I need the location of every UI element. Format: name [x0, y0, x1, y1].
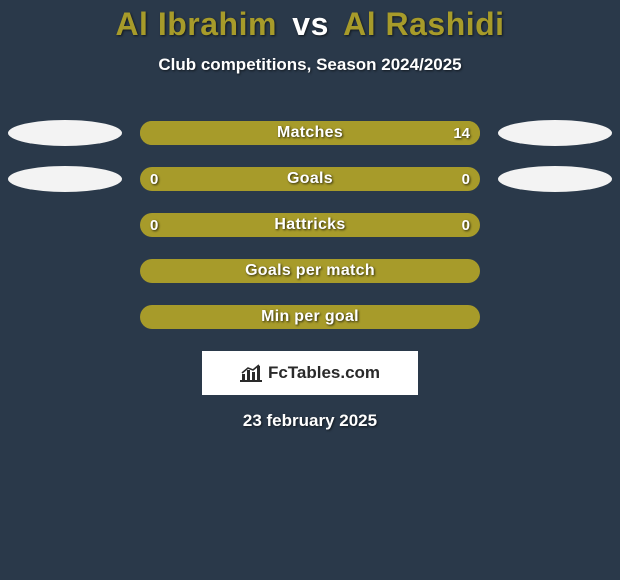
- ellipse-placeholder: [8, 212, 122, 238]
- title: Al Ibrahim vs Al Rashidi: [0, 6, 620, 43]
- player2-name: Al Rashidi: [343, 6, 504, 42]
- stat-row: Min per goal: [0, 305, 620, 329]
- chart-icon: [240, 364, 262, 382]
- stat-left-value: 0: [140, 213, 168, 237]
- player1-name: Al Ibrahim: [115, 6, 276, 42]
- stat-row: 0 0Goals: [0, 167, 620, 191]
- stat-right-value: 0: [452, 213, 480, 237]
- date-text: 23 february 2025: [0, 411, 620, 431]
- stat-right-value: 14: [443, 121, 480, 145]
- stat-row: Goals per match: [0, 259, 620, 283]
- player2-ellipse: [498, 166, 612, 192]
- stat-bar: Min per goal: [140, 305, 480, 329]
- stat-rows: 14Matches00Goals00HattricksGoals per mat…: [0, 121, 620, 329]
- stat-right-value: 0: [452, 167, 480, 191]
- stat-label: Min per goal: [140, 305, 480, 329]
- ellipse-placeholder: [498, 212, 612, 238]
- stat-label: Goals per match: [140, 259, 480, 283]
- stat-bar: 0 0Hattricks: [140, 213, 480, 237]
- player1-ellipse: [8, 120, 122, 146]
- stat-label: Matches: [140, 121, 480, 145]
- subtitle: Club competitions, Season 2024/2025: [0, 55, 620, 75]
- stat-label: Hattricks: [140, 213, 480, 237]
- logo-text: FcTables.com: [268, 363, 380, 383]
- ellipse-placeholder: [8, 258, 122, 284]
- ellipse-placeholder: [8, 304, 122, 330]
- infographic-wrap: Al Ibrahim vs Al Rashidi Club competitio…: [0, 0, 620, 431]
- vs-text: vs: [292, 6, 329, 42]
- stat-row: 14Matches: [0, 121, 620, 145]
- stat-bar: 14Matches: [140, 121, 480, 145]
- ellipse-placeholder: [498, 304, 612, 330]
- logo-box: FcTables.com: [202, 351, 418, 395]
- stat-left-value: 0: [140, 167, 168, 191]
- ellipse-placeholder: [498, 258, 612, 284]
- stat-bar: 0 0Goals: [140, 167, 480, 191]
- stat-bar: Goals per match: [140, 259, 480, 283]
- player1-ellipse: [8, 166, 122, 192]
- stat-label: Goals: [140, 167, 480, 191]
- stat-row: 0 0Hattricks: [0, 213, 620, 237]
- player2-ellipse: [498, 120, 612, 146]
